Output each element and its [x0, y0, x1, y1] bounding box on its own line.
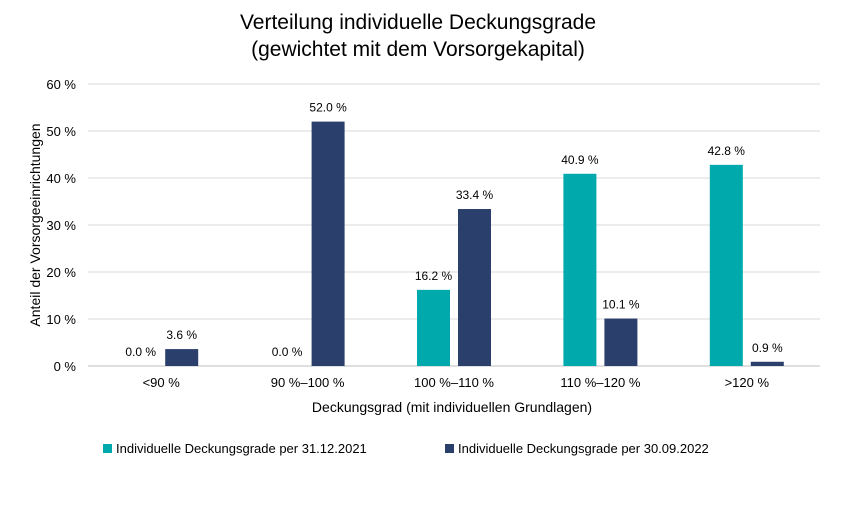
x-tick-label: <90 % — [143, 375, 181, 390]
data-labels: 0.0 % 3.6 % 0.0 % 52.0 % 16.2 % 33.4 % 40.9 % 1… — [125, 101, 783, 359]
legend-swatch — [103, 444, 112, 453]
data-label: 40.9 % — [561, 153, 599, 167]
x-axis-label: Deckungsgrad (mit individuellen Grundlag… — [312, 399, 592, 415]
data-label: 33.4 % — [456, 188, 494, 202]
data-label: 0.9 % — [752, 341, 783, 355]
y-axis-ticks: 0 % 10 % 20 % 30 % 40 % 50 % 60 % — [46, 77, 76, 374]
data-label: 52.0 % — [309, 101, 347, 115]
bars — [165, 121, 784, 366]
gridlines — [88, 83, 820, 367]
x-tick-label: 100 %–110 % — [414, 375, 494, 390]
y-tick-label: 0 % — [54, 359, 77, 374]
x-tick-label: >120 % — [725, 375, 770, 390]
bar — [604, 318, 638, 366]
legend-label: Individuelle Deckungsgrade per 31.12.202… — [116, 441, 367, 456]
chart-title-line-1: Verteilung individuelle Deckungsgrade — [240, 11, 596, 34]
bar — [417, 289, 450, 366]
data-label: 3.6 % — [166, 328, 197, 342]
legend-swatch — [445, 444, 454, 453]
chart-title-line-2: (gewichtet mit dem Vorsorgekapital) — [251, 38, 585, 61]
data-label: 0.0 % — [272, 345, 303, 359]
bar — [709, 164, 743, 366]
y-tick-label: 30 % — [46, 218, 76, 233]
bar — [311, 121, 345, 366]
x-tick-label: 110 %–120 % — [560, 375, 640, 390]
y-axis-label: Anteil der Vorsorgeeinrichtungen — [27, 123, 43, 326]
data-label: 16.2 % — [415, 269, 453, 283]
y-tick-label: 20 % — [46, 265, 76, 280]
bar — [750, 361, 784, 366]
y-tick-label: 40 % — [46, 171, 76, 186]
x-axis-ticks: <90 % 90 %–100 % 100 %–110 % 110 %–120 % >12… — [143, 375, 770, 390]
y-tick-label: 60 % — [46, 77, 76, 92]
bar — [563, 173, 597, 366]
x-tick-label: 90 %–100 % — [271, 375, 345, 390]
legend-label: Individuelle Deckungsgrade per 30.09.202… — [458, 441, 709, 456]
y-tick-label: 10 % — [46, 312, 76, 327]
data-label: 10.1 % — [602, 298, 640, 312]
data-label: 0.0 % — [125, 345, 156, 359]
data-label: 42.8 % — [708, 144, 746, 158]
bar — [458, 209, 491, 366]
y-tick-label: 50 % — [46, 124, 76, 139]
bar — [165, 349, 199, 366]
legend: Individuelle Deckungsgrade per 31.12.202… — [103, 441, 709, 456]
